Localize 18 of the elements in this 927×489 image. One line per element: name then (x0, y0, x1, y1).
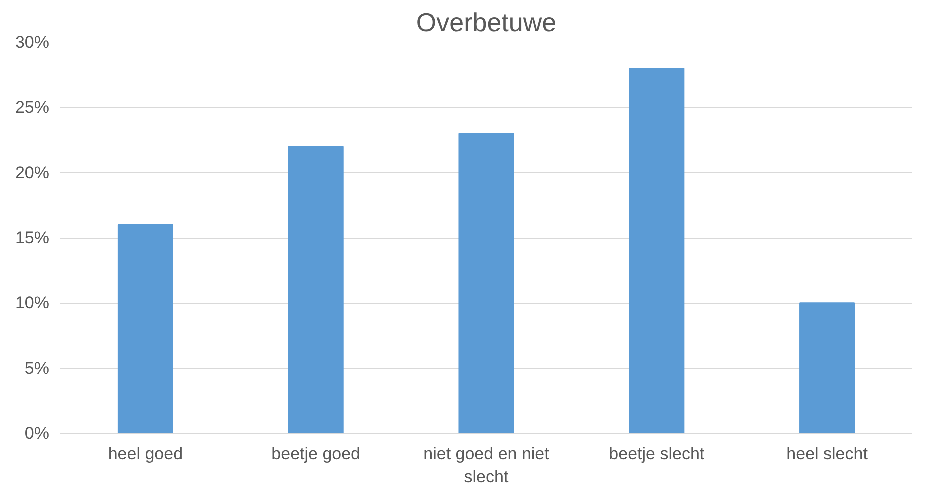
bar (288, 146, 344, 434)
chart-title: Overbetuwe (416, 8, 557, 38)
y-tick-label: 15% (15, 228, 50, 248)
bar (118, 224, 174, 434)
bar (629, 68, 685, 434)
x-tick-label: beetje goed (272, 444, 361, 464)
y-tick-label: 10% (15, 294, 50, 313)
y-tick-label: 25% (15, 98, 50, 118)
bar (458, 133, 514, 434)
bar (800, 302, 856, 434)
y-tick-label: 5% (24, 358, 50, 378)
y-tick-label: 0% (24, 424, 50, 443)
y-tick-label: 20% (15, 163, 50, 182)
x-tick-label: heel goed (108, 444, 184, 464)
x-tick-label: niet goed en niet slecht (424, 444, 550, 486)
x-tick-label: heel slecht (786, 444, 868, 464)
y-tick-label: 30% (15, 33, 50, 52)
x-tick-label: beetje slecht (609, 444, 705, 464)
